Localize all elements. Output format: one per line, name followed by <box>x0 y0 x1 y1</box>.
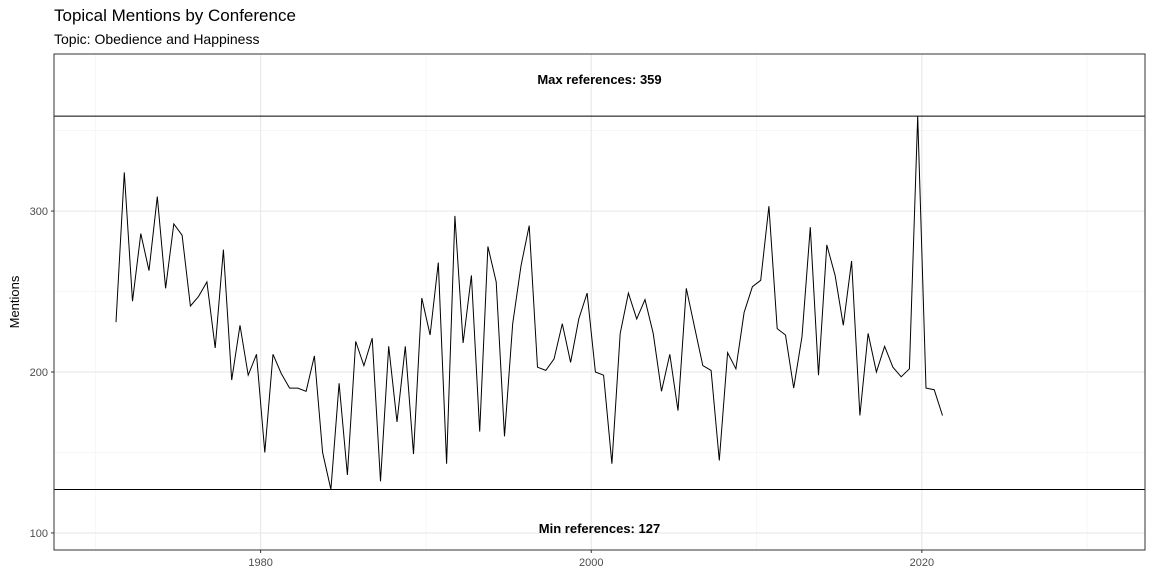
y-tick-label: 300 <box>30 206 48 218</box>
annotation-min-label: Min references: 127 <box>539 521 660 536</box>
plot-border <box>53 53 1146 551</box>
reference-lines <box>54 115 1145 490</box>
chart-title: Topical Mentions by Conference <box>54 6 296 25</box>
x-tick-label: 2020 <box>910 557 934 569</box>
annotation-max-label: Max references: 359 <box>537 72 661 87</box>
annotations: Max references: 359 Min references: 127 <box>537 72 661 536</box>
x-tick-label: 2000 <box>579 557 603 569</box>
axes: 100 200 300 1980 2000 2020 <box>30 53 1146 569</box>
y-axis-title: Mentions <box>7 275 22 328</box>
series-line <box>115 116 943 490</box>
chart-subtitle: Topic: Obedience and Happiness <box>54 31 260 47</box>
y-tick-label: 100 <box>30 528 48 540</box>
series-layer <box>115 116 943 490</box>
x-tick-label: 1980 <box>248 557 272 569</box>
y-tick-label: 200 <box>30 367 48 379</box>
grid <box>54 54 1145 550</box>
